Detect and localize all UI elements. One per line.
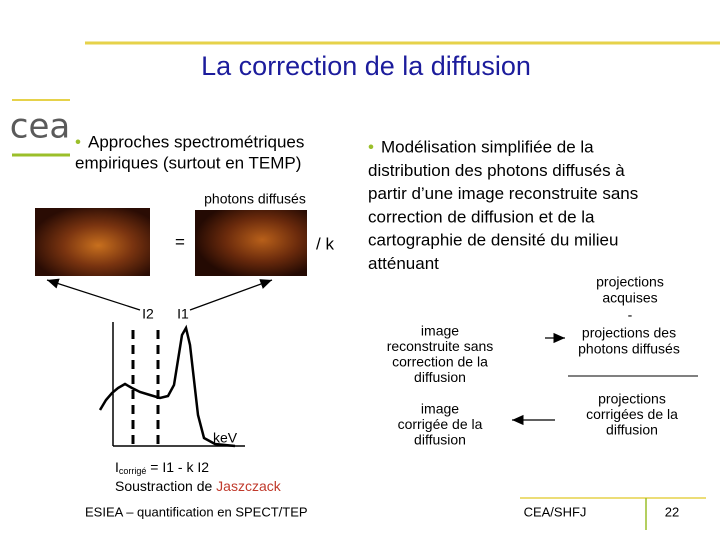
spectrum-curve — [98, 324, 236, 448]
text-line: partir d’une image reconstruite sans — [368, 184, 638, 203]
formula-rest: = I1 - k I2 — [146, 459, 209, 475]
footer-text: ESIEA – quantification en SPECT/TEP — [85, 504, 308, 519]
arrow — [189, 279, 273, 311]
scan-image — [35, 208, 150, 276]
label: I2 — [142, 306, 154, 322]
operator: = — [175, 232, 185, 251]
bullet: • — [75, 132, 81, 151]
label: photons diffusés — [204, 191, 306, 207]
label: image — [421, 323, 459, 339]
logo: cea — [10, 107, 70, 147]
method-text: Soustraction de — [115, 478, 216, 494]
operator: - — [628, 307, 633, 323]
page-number: 22 — [665, 504, 679, 519]
scan-image — [195, 210, 307, 276]
axis-label: keV — [213, 430, 238, 446]
label: projections — [598, 391, 666, 407]
formula: Icorrigé = I1 - k I2 — [115, 459, 209, 477]
label: corrigées de la — [586, 406, 678, 422]
formula-subscript: corrigé — [119, 466, 147, 476]
label: diffusion — [414, 432, 466, 448]
label: projections — [596, 274, 664, 290]
label: diffusion — [414, 369, 466, 385]
method-author: Jaszczack — [216, 478, 282, 494]
method: Soustraction de Jaszczack — [115, 478, 282, 494]
arrow — [46, 278, 141, 311]
label: diffusion — [606, 422, 658, 438]
label: correction de la — [392, 354, 488, 370]
bullet: • — [368, 137, 374, 156]
text-line: distribution des photons diffusés à — [368, 161, 625, 180]
formula-base: I — [115, 459, 119, 475]
text-line: correction de diffusion et de la — [368, 207, 595, 226]
text-line: atténuant — [368, 254, 439, 273]
footer-text: CEA/SHFJ — [524, 504, 587, 519]
text-line: Modélisation simplifiée de la — [381, 137, 594, 156]
operator: / k — [316, 234, 334, 253]
label: image — [421, 401, 459, 417]
text-line: empiriques (surtout en TEMP) — [75, 153, 301, 172]
label: acquises — [602, 290, 657, 306]
label: I1 — [177, 306, 189, 322]
text-line: cartographie de densité du milieu — [368, 231, 618, 250]
label: reconstruite sans — [387, 338, 494, 354]
label: projections des — [582, 325, 676, 341]
slide-title: La correction de la diffusion — [201, 51, 531, 81]
text-line: Approches spectrométriques — [88, 132, 304, 151]
label: photons diffusés — [578, 341, 680, 357]
label: corrigée de la — [398, 416, 483, 432]
text-block: Modélisation simplifiée de la distributio… — [368, 137, 638, 273]
